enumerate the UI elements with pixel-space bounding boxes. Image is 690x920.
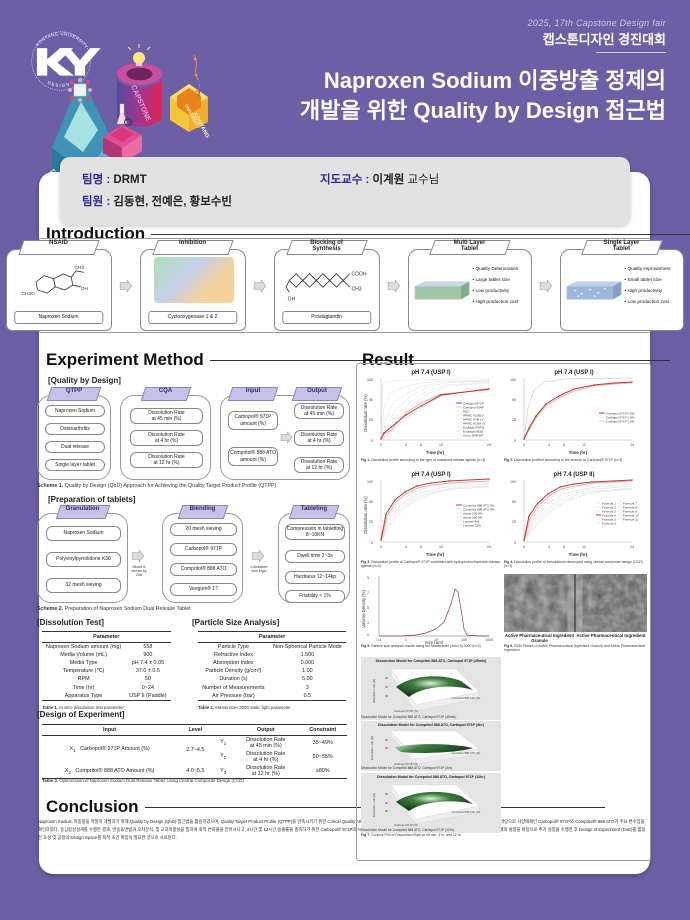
svg-text:Formula 11: Formula 11 <box>623 517 639 521</box>
svg-text:0: 0 <box>371 439 373 443</box>
svg-text:12: 12 <box>439 545 443 549</box>
svg-text:Dissolution rate (%): Dissolution rate (%) <box>363 394 368 432</box>
svg-text:Time (hr): Time (hr) <box>426 552 445 557</box>
svg-text:4: 4 <box>405 545 407 549</box>
svg-text:90: 90 <box>385 801 389 805</box>
svg-text:Formula 6: Formula 6 <box>602 521 616 525</box>
svg-text:8: 8 <box>563 545 565 549</box>
svg-text:100: 100 <box>367 378 373 382</box>
svg-text:100: 100 <box>367 480 373 484</box>
svg-text:24: 24 <box>630 443 634 447</box>
svg-text:50: 50 <box>512 398 516 402</box>
svg-text:25: 25 <box>369 520 373 524</box>
svg-text:Dissolution rate (%): Dissolution rate (%) <box>363 496 368 534</box>
svg-text:24: 24 <box>630 545 634 549</box>
svg-text:Dissolution rate (%): Dissolution rate (%) <box>370 736 374 760</box>
svg-text:9: 9 <box>367 576 369 580</box>
svg-text:CH3: CH3 <box>351 286 361 292</box>
svg-text:CH3: CH3 <box>74 265 84 271</box>
svg-text:Carbopol 971P (%): Carbopol 971P (%) <box>394 823 418 827</box>
svg-text:25: 25 <box>512 418 516 422</box>
svg-text:CH3O: CH3O <box>21 290 35 296</box>
svg-text:50: 50 <box>385 746 389 750</box>
svg-text:1: 1 <box>405 638 407 642</box>
svg-text:0: 0 <box>523 545 525 549</box>
svg-text:0: 0 <box>514 541 516 545</box>
svg-text:12: 12 <box>582 443 586 447</box>
svg-text:1000: 1000 <box>485 638 493 642</box>
svg-text:12: 12 <box>582 545 586 549</box>
svg-text:25: 25 <box>512 520 516 524</box>
svg-text:95: 95 <box>385 792 389 796</box>
svg-text:Time (hr): Time (hr) <box>569 552 588 557</box>
svg-text:Dissolution rate (%): Dissolution rate (%) <box>372 793 376 817</box>
svg-text:3: 3 <box>367 621 369 625</box>
svg-text:Compritol 888 ATO (%): Compritol 888 ATO (%) <box>452 696 481 700</box>
svg-text:Compritol 888 ATO (%): Compritol 888 ATO (%) <box>452 751 481 755</box>
svg-text:0: 0 <box>380 443 382 447</box>
svg-text:Lactose 12%: Lactose 12% <box>463 523 481 527</box>
svg-text:100: 100 <box>510 480 516 484</box>
svg-text:5: 5 <box>367 606 369 610</box>
svg-text:40: 40 <box>385 676 389 680</box>
svg-text:30: 30 <box>385 694 389 698</box>
svg-text:8: 8 <box>420 545 422 549</box>
svg-text:COOH: COOH <box>351 271 366 277</box>
svg-text:12: 12 <box>439 443 443 447</box>
svg-text:85: 85 <box>385 809 389 813</box>
svg-text:8: 8 <box>563 443 565 447</box>
svg-text:Compritol 888 ATO (%): Compritol 888 ATO (%) <box>452 810 481 814</box>
svg-text:50: 50 <box>512 500 516 504</box>
svg-text:Carbopol 971P (%): Carbopol 971P (%) <box>394 709 418 713</box>
svg-text:OH: OH <box>80 286 88 292</box>
svg-text:4: 4 <box>405 443 407 447</box>
svg-text:4: 4 <box>548 443 550 447</box>
svg-text:50: 50 <box>369 500 373 504</box>
svg-text:50: 50 <box>369 398 373 402</box>
svg-text:Dissolution rate (%): Dissolution rate (%) <box>372 679 376 703</box>
svg-text:35: 35 <box>385 685 389 689</box>
svg-text:0: 0 <box>514 439 516 443</box>
svg-text:100: 100 <box>461 638 467 642</box>
svg-text:100: 100 <box>510 378 516 382</box>
svg-text:60: 60 <box>385 738 389 742</box>
svg-text:25: 25 <box>369 418 373 422</box>
svg-text:4: 4 <box>548 545 550 549</box>
svg-text:8: 8 <box>420 443 422 447</box>
svg-text:0: 0 <box>367 633 369 637</box>
svg-text:24: 24 <box>487 545 491 549</box>
svg-text:OH: OH <box>287 296 295 302</box>
svg-text:Carbopol 971P 1.5%: Carbopol 971P 1.5% <box>606 419 635 423</box>
svg-text:0: 0 <box>380 545 382 549</box>
svg-text:Volume Density (%): Volume Density (%) <box>361 590 366 628</box>
svg-text:Time (hr): Time (hr) <box>426 450 445 455</box>
svg-text:Time (hr): Time (hr) <box>569 450 588 455</box>
svg-text:0: 0 <box>523 443 525 447</box>
svg-text:Cross E4M EP: Cross E4M EP <box>463 433 483 437</box>
svg-text:24: 24 <box>487 443 491 447</box>
svg-text:0: 0 <box>371 541 373 545</box>
svg-text:0.1: 0.1 <box>377 638 382 642</box>
svg-text:7: 7 <box>367 591 369 595</box>
